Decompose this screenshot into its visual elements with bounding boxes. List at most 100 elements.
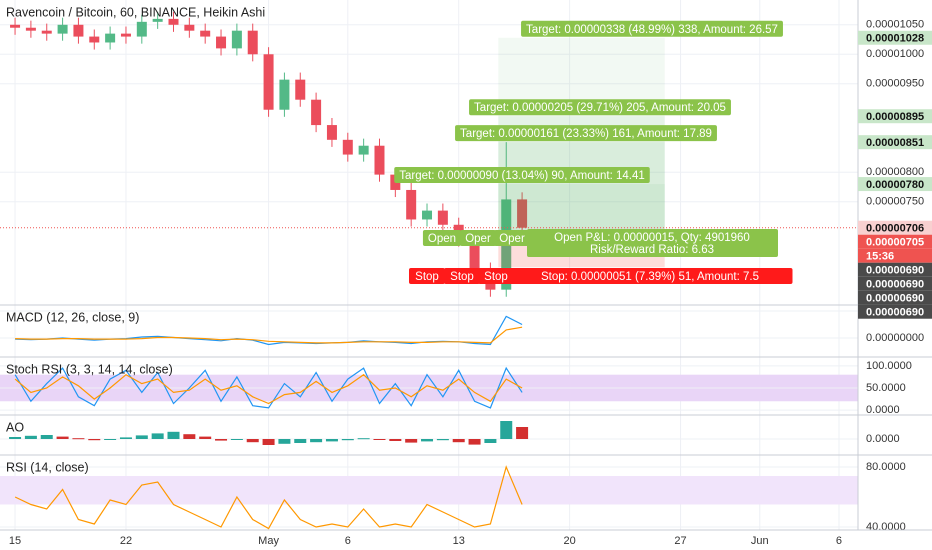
target-label: Target: 0.00000161 (23.33%) 161, Amount:…: [455, 125, 717, 142]
open-label-bg: [460, 230, 496, 246]
stop-info-bg: [507, 268, 793, 284]
pane-title: Ravencoin / Bitcoin, 60, BINANCE, Heikin…: [6, 5, 265, 19]
ao-bar: [151, 433, 164, 439]
ao-bar: [389, 439, 402, 441]
y-tick-label: 0.00000750: [866, 196, 924, 208]
ao-bar: [516, 427, 529, 439]
price-badge: [858, 109, 932, 124]
indicator-line: [14, 465, 523, 530]
y-tick-label: 0.0000: [866, 433, 900, 445]
open-pnl-bg: [527, 229, 778, 257]
risk-reward-text: Risk/Reward Ratio: 6.63: [590, 244, 714, 256]
ao-bar: [421, 439, 434, 442]
target-label-bg: [521, 20, 783, 37]
y-tick-label: 0.0000: [866, 404, 900, 416]
candle-body: [295, 79, 306, 100]
y-tick-label: 40.0000: [866, 521, 906, 533]
stop-label-text: Stop: [484, 271, 508, 283]
candle-body: [41, 30, 52, 34]
y-tick-label: 0.00001050: [866, 19, 924, 31]
ao-bar: [119, 437, 132, 439]
x-tick-label: 6: [836, 535, 842, 547]
candle-body: [358, 145, 369, 155]
ao-bar: [405, 439, 418, 443]
ao-bar: [230, 439, 243, 440]
target-label-bg: [455, 125, 717, 142]
candle-body: [184, 24, 195, 31]
target-zone: [498, 142, 665, 238]
stop-label-bg: [409, 268, 445, 284]
pane-title: MACD (12, 26, close, 9): [6, 310, 139, 324]
target-label: Target: 0.00000338 (48.99%) 338, Amount:…: [521, 20, 783, 37]
ao-bar: [9, 437, 22, 439]
candle-body: [136, 21, 147, 37]
candle-body: [247, 30, 258, 55]
open-label-bg: [422, 230, 462, 246]
ao-bar: [357, 438, 370, 440]
stop-label: Stop: [409, 268, 445, 284]
ao-bar: [310, 439, 323, 443]
stop-label: Stop: [444, 268, 480, 284]
price-badge-text: 0.00000706: [866, 223, 924, 235]
ao-bar: [88, 439, 101, 441]
price-badge: [858, 262, 932, 277]
ao-bar: [246, 439, 259, 443]
ao-bar: [24, 435, 37, 439]
candle-body: [89, 36, 100, 43]
price-badge-text: 0.00000895: [866, 111, 924, 123]
candle-body: [326, 125, 337, 140]
ao-bar: [72, 438, 85, 440]
candle-body: [73, 24, 84, 37]
x-tick-label: Jun: [751, 535, 769, 547]
indicator-band: [0, 476, 858, 505]
price-badge-text: 0.00000851: [866, 137, 924, 149]
y-tick-label: 0.00001000: [866, 48, 924, 60]
ao-bar: [468, 439, 481, 445]
x-tick-label: 13: [453, 535, 465, 547]
target-label: Target: 0.00000205 (29.71%) 205, Amount:…: [469, 99, 731, 116]
pane-title: AO: [6, 420, 24, 434]
open-pnl: Open P&L: 0.00000015, Qty: 4901960Risk/R…: [527, 229, 778, 257]
candle-body: [216, 36, 227, 49]
open-pnl-text: Open P&L: 0.00000015, Qty: 4901960: [554, 232, 750, 244]
target-label: Target: 0.00000090 (13.04%) 90, Amount: …: [394, 167, 650, 184]
candle-body: [105, 33, 116, 43]
price-badge-text: 0.00000690: [866, 265, 924, 277]
ao-bar: [183, 434, 196, 439]
stop-label-bg: [478, 268, 514, 284]
price-badge: [858, 234, 932, 249]
candle-body: [279, 79, 290, 110]
ao-bar: [40, 435, 53, 439]
price-badge: [858, 177, 932, 192]
candle-body: [469, 239, 480, 270]
candle-body: [231, 30, 242, 49]
x-tick-label: 27: [674, 535, 686, 547]
candle-body: [263, 54, 274, 110]
price-badge-text: 0.00000705: [866, 237, 924, 249]
x-tick-label: 20: [563, 535, 575, 547]
open-label-text: Oper: [499, 233, 525, 245]
candle-body: [200, 30, 211, 37]
y-tick-label: 100.0000: [866, 360, 912, 372]
ao-bar: [135, 435, 148, 439]
ao-bar: [325, 439, 338, 442]
stop-info: Stop: 0.00000051 (7.39%) 51, Amount: 7.5: [507, 268, 793, 284]
candle-body: [25, 27, 36, 31]
pane-title: Stoch RSI (3, 3, 14, 14, close): [6, 362, 173, 376]
price-badge: [858, 276, 932, 291]
pane-title: RSI (14, close): [6, 460, 89, 474]
x-tick-label: 15: [9, 535, 21, 547]
indicator-line: [15, 326, 523, 344]
y-tick-label: 0.00000800: [866, 166, 924, 178]
open-label-bg: [494, 230, 530, 246]
price-badge: [858, 30, 932, 45]
x-tick-label: 6: [345, 535, 351, 547]
ao-bar: [436, 439, 449, 441]
open-label: Oper: [460, 230, 496, 246]
price-badge-text: 0.00000690: [866, 293, 924, 305]
ao-bar: [484, 439, 497, 443]
ao-bar: [341, 439, 354, 441]
target-zone: [498, 184, 665, 238]
candle-body: [422, 210, 433, 220]
